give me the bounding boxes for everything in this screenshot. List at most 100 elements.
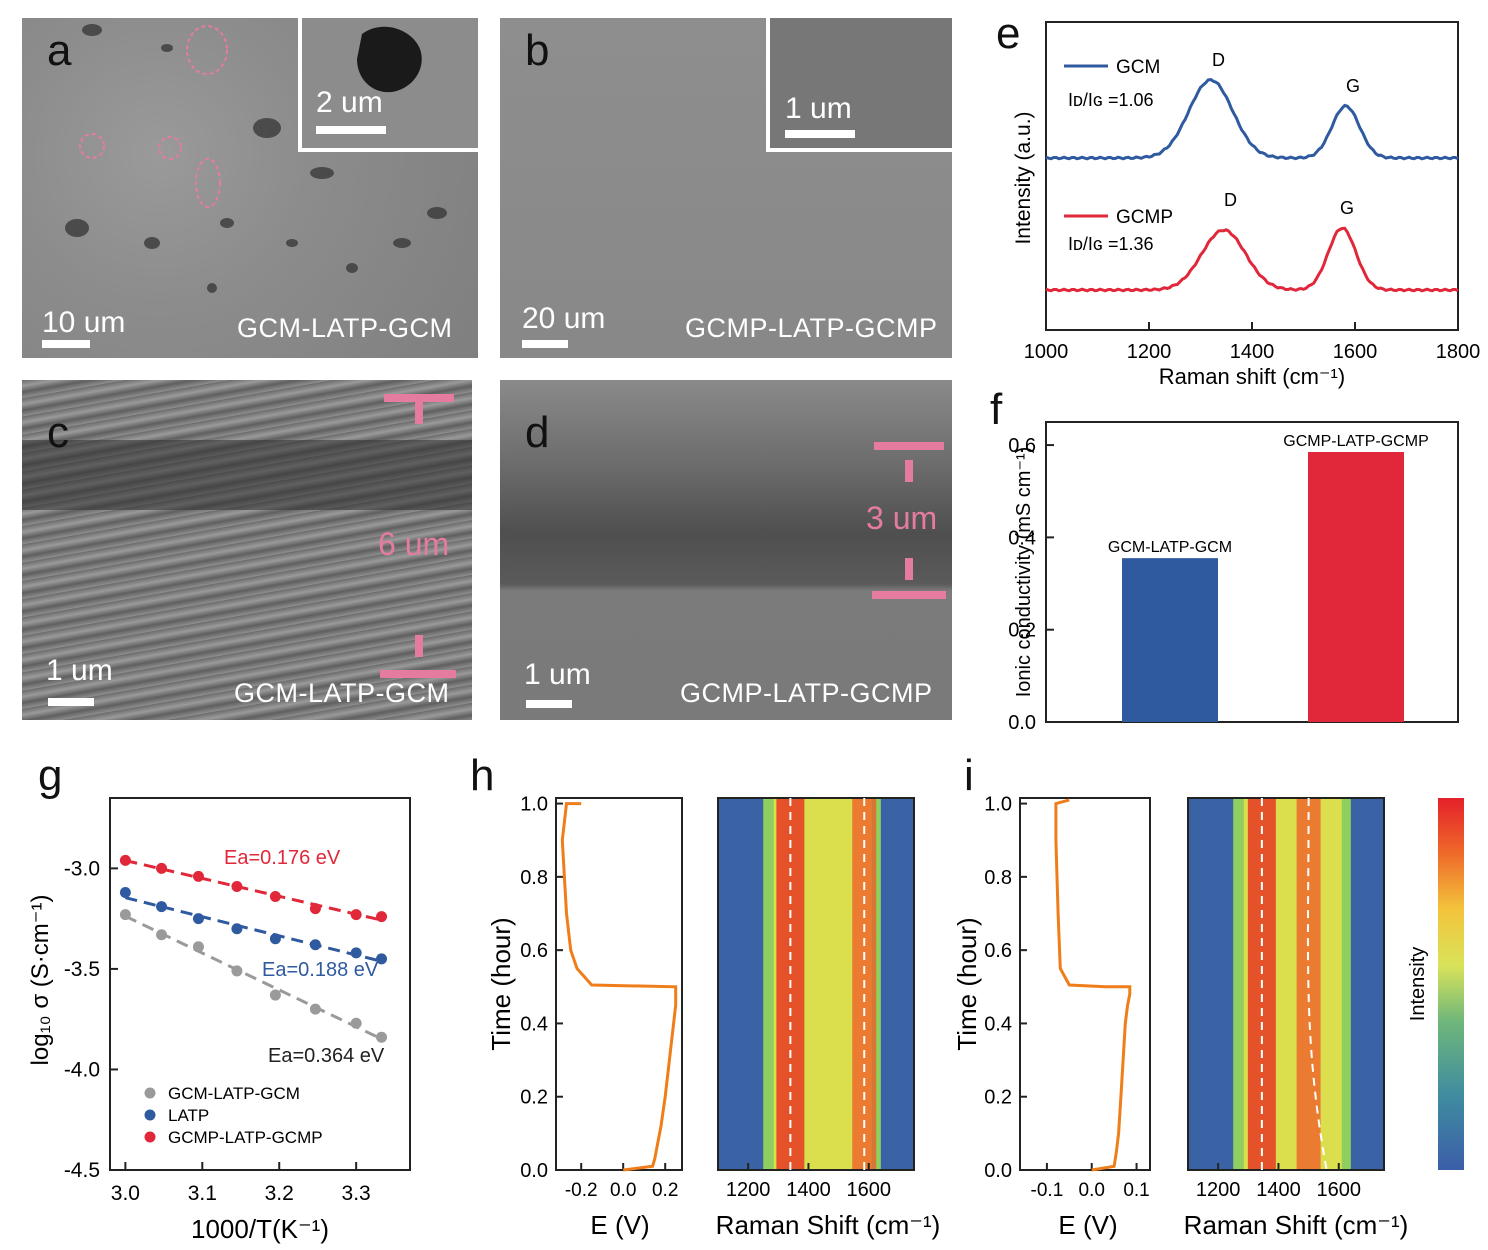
fit-line [125,896,382,963]
panel-label-b: b [525,26,550,75]
x-tick-label: 1600 [1317,1179,1362,1201]
chart-g: g 3.0 3.1 3.2 3.3 -3.0 -3.5 -4.0 -4.5 Ea=0.364 e… [27,751,411,1244]
panel-b-sample: GCMP-LATP-GCMP [685,313,938,343]
x-tick-label: 1400 [1256,1179,1301,1201]
bottom-thickness-line-d [872,591,946,599]
x-tick-label: 1200 [1196,1179,1241,1201]
data-point [231,880,243,892]
chart-i-left-frame [1019,797,1151,1171]
chart-f-frame [1045,421,1459,723]
bar-gcmp-latp-gcmp [1308,452,1404,722]
inset-a-scale-label: 2 um [316,86,383,119]
data-point [156,929,168,941]
y-tick-label: -4.0 [64,1058,100,1081]
gcm-g-peak-label: G [1346,76,1360,96]
panel-d-scale-label: 1 um [524,658,591,691]
y-tick-label: 1.0 [984,794,1012,816]
chart-h: h 0.0 0.2 0.4 0.6 0.8 1.0 -0.2 0.0 0.2 1200 1400 1… [470,751,940,1240]
x-tick-label: 1600 [847,1179,892,1201]
y-tick-label: 0.4 [1008,527,1036,549]
x-tick-label: 1600 [1333,341,1378,363]
chart-h-ylabel: Time (hour) [486,917,516,1050]
x-tick-label: 1200 [726,1179,771,1201]
chart-e-ylabel: Intensity (a.u.) [1012,111,1035,244]
gcm-d-peak-label: D [1212,50,1225,70]
data-point [231,923,243,935]
y-tick-label: 0.8 [520,867,548,889]
x-tick-label: 0.2 [652,1180,678,1201]
chart-f: f 0.0 0.2 0.4 0.6 GCM-LATP-GCM GCMP-LATP-GCMP… [990,385,1459,730]
legend-marker [144,1131,156,1143]
data-point [350,947,362,959]
potential-curve [560,802,678,1172]
chart-g-ylabel: log₁₀ σ (S·cm⁻¹) [27,895,54,1066]
bar-label: GCM-LATP-GCM [1108,539,1232,556]
fit-line [124,914,383,1041]
panel-label-g: g [38,751,62,800]
data-point [269,989,281,1001]
panel-label-f: f [990,385,1003,434]
thickness-label-c: 6 um [378,526,450,562]
y-tick-label: -3.0 [64,857,100,880]
fit-line [125,859,382,922]
chart-h-left-frame [555,797,683,1171]
bottom-thickness-arrow-d [905,558,913,580]
bar-label: GCMP-LATP-GCMP [1283,433,1428,450]
inset-b-scale-bar [785,130,855,138]
sem-image-d: d 3 um 1 um GCMP-LATP-GCMP [500,380,952,720]
chart-e: e 1000 1200 1400 1600 1800 GCM Iᴅ/Iɢ =1.06 G… [996,9,1480,389]
panel-a-sample: GCM-LATP-GCM [237,313,453,343]
data-point [156,901,168,913]
ea-label: Ea=0.364 eV [268,1045,385,1067]
y-tick-label: 1.0 [520,794,548,816]
y-tick-label: 0.2 [1008,620,1036,642]
data-point [192,870,204,882]
sem-image-b: 1 um b 20 um GCMP-LATP-GCMP [500,18,952,358]
y-tick-label: 0.4 [520,1013,548,1035]
legend-marker [144,1109,156,1121]
x-tick-label: 3.2 [265,1182,294,1205]
inset-a-scale-bar [316,126,386,134]
x-tick-label: 3.0 [111,1182,140,1205]
top-thickness-arrow [415,402,423,424]
data-point [350,909,362,921]
chart-i-left-xlabel: E (V) [1058,1210,1117,1240]
x-tick-label: 1000 [1024,341,1069,363]
panel-a-scale-bar [42,340,90,348]
panel-c-scale-bar [48,698,94,706]
chart-f-ylabel: Ionic conductivity (mS cm⁻¹) [1013,447,1035,698]
x-tick-label: 3.3 [342,1182,371,1205]
legend-label: LATP [168,1106,209,1125]
ea-label: Ea=0.176 eV [224,847,341,869]
data-point [309,903,321,915]
gcm-ratio-label: Iᴅ/Iɢ =1.06 [1068,90,1154,110]
data-point [231,965,243,977]
gcmp-g-peak-label: G [1340,198,1354,218]
panel-label-i: i [964,751,974,800]
ea-label: Ea=0.188 eV [262,959,379,981]
panel-label-a: a [47,26,72,75]
chart-g-frame [109,797,411,1171]
data-point [376,1031,388,1043]
x-tick-label: 1400 [1230,341,1275,363]
x-tick-label: -0.2 [565,1180,598,1201]
potential-curve [1054,798,1132,1172]
inset-a: 2 um [298,18,478,152]
data-point [119,909,131,921]
y-tick-label: 0.6 [1008,435,1036,457]
x-tick-label: 0.0 [1079,1180,1105,1201]
y-tick-label: -3.5 [64,958,100,981]
panel-b-scale-bar [522,340,568,348]
legend-marker [144,1087,156,1099]
g-peak-dash [1306,797,1328,1171]
bar-gcm-latp-gcm [1122,558,1218,722]
data-point [350,1017,362,1029]
chart-i: i 0.0 0.2 0.4 0.6 0.8 1.0 -0.1 0.0 0.1 1200 1400 1… [952,751,1464,1240]
data-point [269,933,281,945]
y-tick-label: 0.0 [984,1160,1012,1182]
panel-label-c: c [47,408,69,457]
panel-d-sample: GCMP-LATP-GCMP [680,678,933,708]
data-point [192,913,204,925]
gcm-legend-label: GCM [1116,57,1160,78]
thickness-label-d: 3 um [866,500,938,536]
